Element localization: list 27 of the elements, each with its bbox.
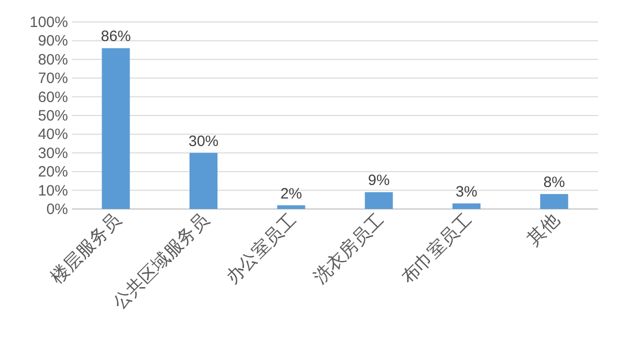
x-tick-label: 洗衣房员工 xyxy=(310,210,388,288)
bar xyxy=(364,192,393,209)
data-label: 9% xyxy=(368,172,390,190)
y-tick-label: 0% xyxy=(46,201,68,218)
x-tick-label: 布巾室员工 xyxy=(398,210,476,288)
data-label: 30% xyxy=(188,132,219,150)
y-tick-label: 20% xyxy=(38,164,68,181)
y-tick-label: 50% xyxy=(38,108,68,124)
y-tick-label: 90% xyxy=(38,32,68,50)
x-tick-label: 办公室员工 xyxy=(222,210,300,288)
y-tick-label: 70% xyxy=(38,70,68,88)
y-tick-label: 80% xyxy=(38,51,68,68)
data-label: 3% xyxy=(456,183,478,200)
y-tick-label: 60% xyxy=(38,88,68,106)
y-tick-label: 30% xyxy=(38,144,68,162)
data-label: 86% xyxy=(100,28,131,46)
data-label: 2% xyxy=(280,185,302,202)
y-tick-label: 100% xyxy=(30,14,68,31)
bar xyxy=(277,205,306,209)
bar xyxy=(102,48,130,209)
y-tick-label: 10% xyxy=(38,182,68,200)
data-label: 8% xyxy=(543,174,566,192)
bar xyxy=(540,194,568,209)
bar xyxy=(190,152,218,209)
x-tick-label: 其他 xyxy=(523,210,563,250)
y-tick-label: 40% xyxy=(38,126,68,144)
bar xyxy=(452,203,480,209)
